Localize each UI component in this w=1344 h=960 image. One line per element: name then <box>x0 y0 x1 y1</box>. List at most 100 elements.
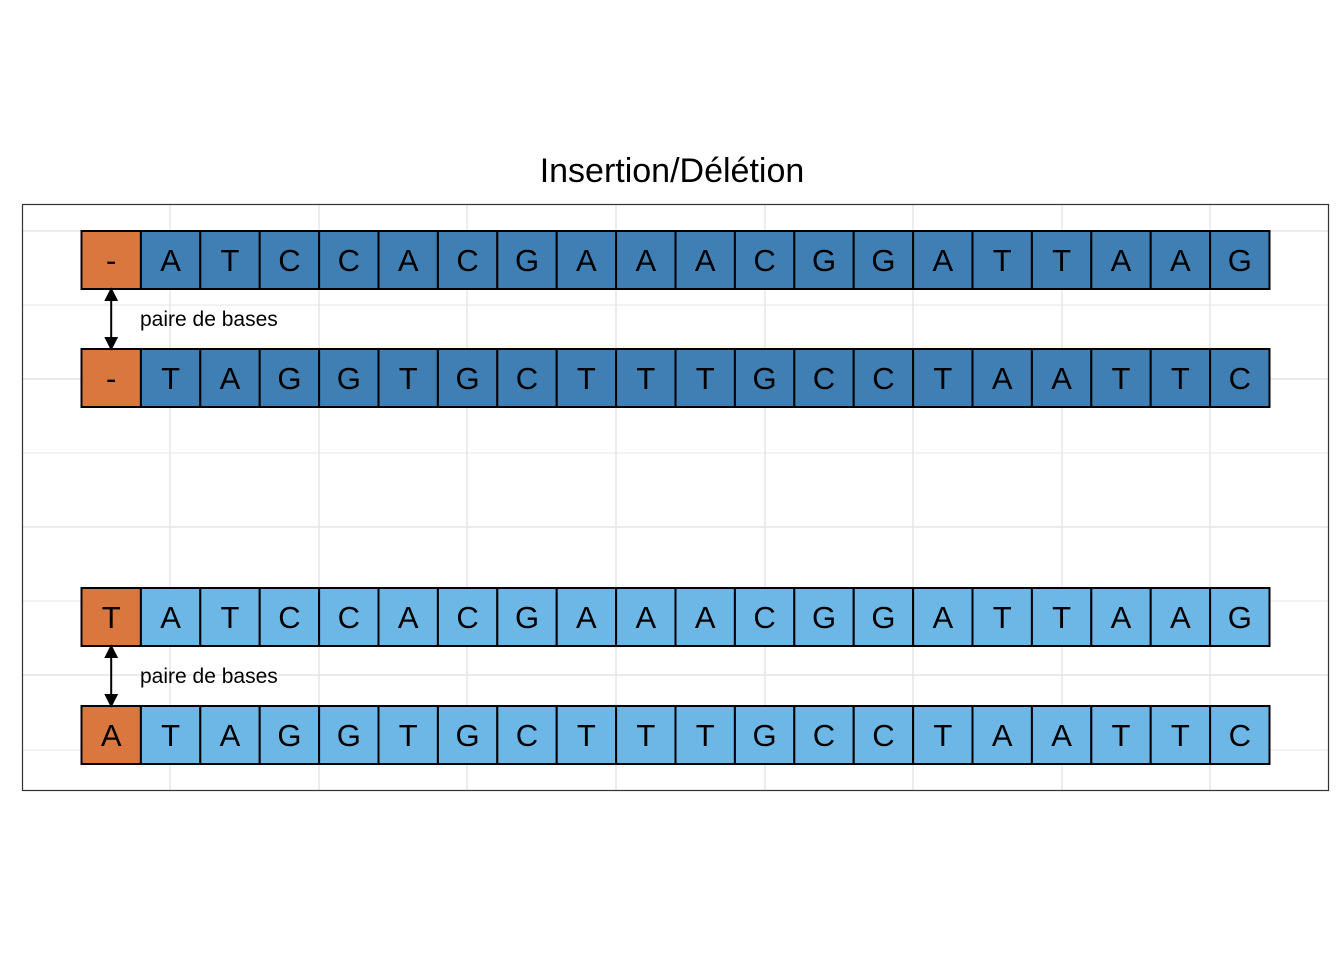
base-cell-box <box>377 705 439 765</box>
base-letter: A <box>220 718 241 753</box>
base-letter: - <box>106 361 116 396</box>
base-cell: G <box>258 348 321 408</box>
base-cell: A <box>674 230 736 290</box>
base-cell-box <box>615 230 677 290</box>
base-cell-box <box>436 587 499 647</box>
base-cell-box <box>1209 230 1271 290</box>
base-cell: A <box>912 230 974 290</box>
base-cell-box <box>852 705 915 765</box>
base-letter: C <box>456 600 478 635</box>
base-cell: C <box>793 348 855 408</box>
base-letter: A <box>220 361 241 396</box>
base-cell: G <box>258 705 321 765</box>
base-cell: A <box>555 230 618 290</box>
base-letter: A <box>576 243 597 278</box>
base-letter: T <box>933 718 952 753</box>
base-letter: G <box>871 243 895 278</box>
base-cell: C <box>258 230 321 290</box>
base-cell: T <box>555 348 618 408</box>
base-letter: T <box>636 361 655 396</box>
base-cell: G <box>318 705 380 765</box>
base-letter: T <box>399 718 418 753</box>
base-cell: A <box>139 587 202 647</box>
base-cell: G <box>436 348 499 408</box>
base-letter: T <box>577 361 596 396</box>
base-cell-box <box>555 348 618 408</box>
base-letter: A <box>398 600 419 635</box>
base-letter: A <box>635 243 656 278</box>
base-cell: C <box>1209 705 1271 765</box>
base-pair-label: paire de bases <box>140 308 278 331</box>
base-letter: - <box>106 243 116 278</box>
base-cell: G <box>318 348 380 408</box>
base-letter: A <box>1111 243 1132 278</box>
base-letter: G <box>753 361 777 396</box>
base-cell-box <box>1030 348 1093 408</box>
base-letter: A <box>635 600 656 635</box>
base-cell: T <box>199 230 261 290</box>
base-letter: A <box>160 600 181 635</box>
base-cell-box <box>1090 348 1152 408</box>
base-cell-box <box>318 348 380 408</box>
base-cell: C <box>318 587 380 647</box>
base-letter: G <box>277 718 301 753</box>
base-letter: C <box>516 718 538 753</box>
base-cell: C <box>436 587 499 647</box>
base-cell: C <box>793 705 855 765</box>
base-cell: A <box>1149 230 1212 290</box>
base-cell-box <box>436 705 499 765</box>
base-letter: T <box>1112 361 1131 396</box>
base-letter: T <box>577 718 596 753</box>
base-cell: A <box>199 348 261 408</box>
base-letter: A <box>1051 361 1072 396</box>
base-cell: A <box>1030 705 1093 765</box>
base-cell: C <box>852 348 915 408</box>
base-cell-box <box>377 587 439 647</box>
base-cell-box <box>733 348 796 408</box>
base-cell-box <box>1090 705 1152 765</box>
base-cell: T <box>1090 705 1152 765</box>
base-cell-box <box>674 705 736 765</box>
base-cell: T <box>674 705 736 765</box>
base-letter: T <box>636 718 655 753</box>
base-letter: C <box>338 243 360 278</box>
base-cell: T <box>615 705 677 765</box>
base-cell: T <box>971 587 1033 647</box>
base-cell: T <box>377 348 439 408</box>
base-letter: G <box>812 600 836 635</box>
base-cell: G <box>852 587 915 647</box>
base-cell-box <box>1149 587 1212 647</box>
base-cell: T <box>971 230 1033 290</box>
base-letter: T <box>1052 243 1071 278</box>
base-cell-box <box>733 587 796 647</box>
base-cell-box <box>793 587 855 647</box>
base-cell: G <box>733 705 796 765</box>
base-cell: C <box>496 705 558 765</box>
base-letter: A <box>932 243 953 278</box>
base-cell: G <box>793 230 855 290</box>
base-letter: T <box>696 361 715 396</box>
base-cell: T <box>912 705 974 765</box>
indel-base-cell: - <box>80 348 142 408</box>
base-cell: T <box>1030 230 1093 290</box>
base-letter: T <box>102 600 121 635</box>
base-cell-box <box>436 348 499 408</box>
base-cell-box <box>199 705 261 765</box>
base-cell-box <box>674 230 736 290</box>
base-cell: T <box>912 348 974 408</box>
indel-base-cell: A <box>80 705 142 765</box>
base-cell: G <box>793 587 855 647</box>
base-cell: C <box>436 230 499 290</box>
base-cell-box <box>1149 705 1212 765</box>
base-cell: A <box>615 587 677 647</box>
base-cell-box <box>852 230 915 290</box>
base-letter: A <box>695 243 716 278</box>
base-letter: G <box>456 718 480 753</box>
base-cell-box <box>1209 587 1271 647</box>
base-letter: T <box>399 361 418 396</box>
base-cell: A <box>377 587 439 647</box>
base-cell: A <box>1030 348 1093 408</box>
base-letter: C <box>872 718 894 753</box>
base-letter: A <box>1111 600 1132 635</box>
